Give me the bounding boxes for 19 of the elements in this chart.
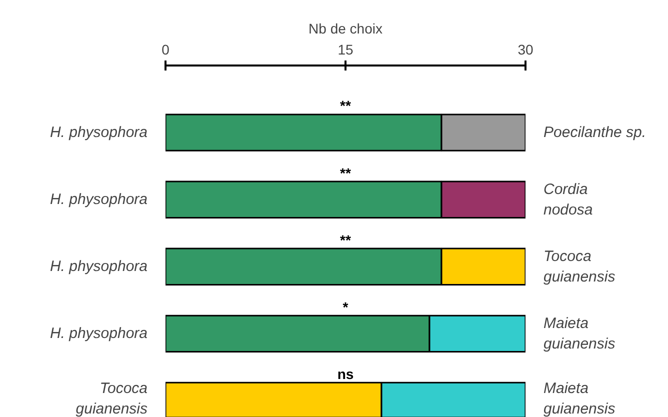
y-tick-label: H. physophora	[50, 191, 148, 208]
annotation: **	[340, 164, 352, 181]
annotation: **	[340, 98, 352, 114]
y2-tick-label: Poecilanthe sp.	[544, 124, 646, 142]
annotation: **	[340, 232, 352, 248]
x-tick-label: 15	[338, 42, 354, 58]
x-axis-title: Nb de choix	[308, 20, 382, 36]
y2-tick-label: Tococa guianensis	[544, 248, 616, 286]
y-tick-label: H. physophora	[50, 325, 148, 342]
annotation: ns	[337, 366, 354, 382]
x-tick-label: 0	[162, 42, 170, 58]
y-tick-label: H. physophora	[50, 258, 148, 276]
y2-tick-label: Maieta guianensis	[544, 314, 616, 352]
x-tick-label: 30	[518, 42, 534, 58]
annotation: *	[342, 298, 349, 315]
y2-tick-label: Maieta guianensis	[544, 380, 616, 417]
y-tick-label: H. physophora	[50, 124, 148, 142]
y2-tick-label: Cordia nodosa	[544, 180, 593, 218]
y-tick-label: Tococa guianensis	[76, 380, 148, 417]
